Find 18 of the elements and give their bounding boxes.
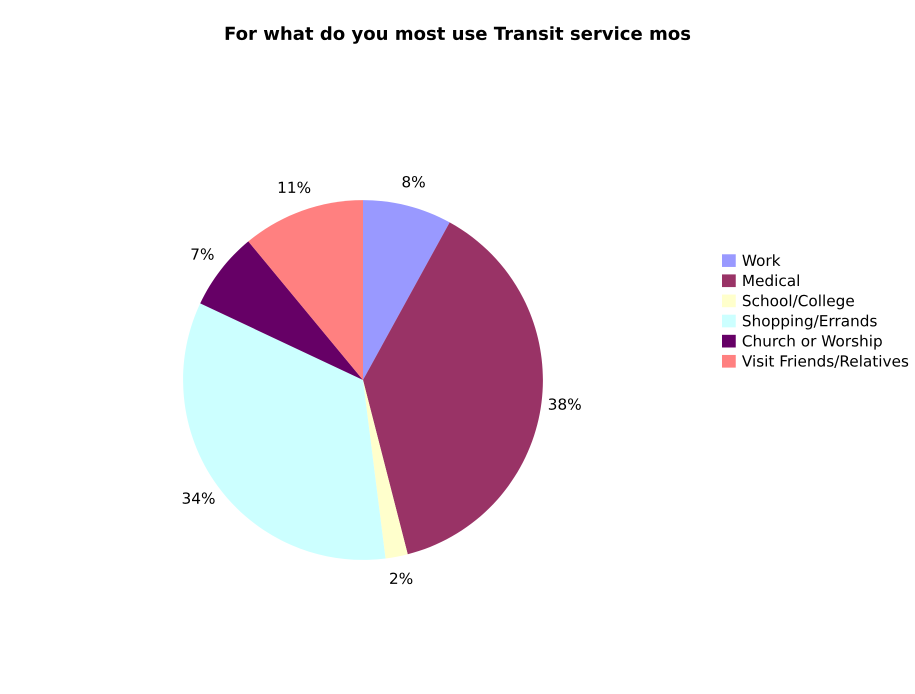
legend-label: Church or Worship [742,334,882,350]
pie-slice [363,200,450,380]
data-label: 38% [548,398,581,410]
chart-title: For what do you most use Transit service mos [226,26,690,44]
legend-label: School/College [742,294,854,310]
legend-label: Work [742,254,780,266]
pie-slice [363,222,543,554]
data-label: 11% [278,182,310,194]
data-label: 8% [402,176,425,188]
pie-slice [183,303,386,560]
data-label: 34% [182,492,215,504]
pie-slice [363,380,408,558]
data-label: 2% [390,572,412,584]
legend-label: Shopping/Errands [742,314,877,330]
data-label: 7% [191,248,214,260]
pie-slice [248,200,363,380]
legend-label: Visit Friends/Relatives [742,354,908,368]
legend-label: Medical [743,274,799,286]
